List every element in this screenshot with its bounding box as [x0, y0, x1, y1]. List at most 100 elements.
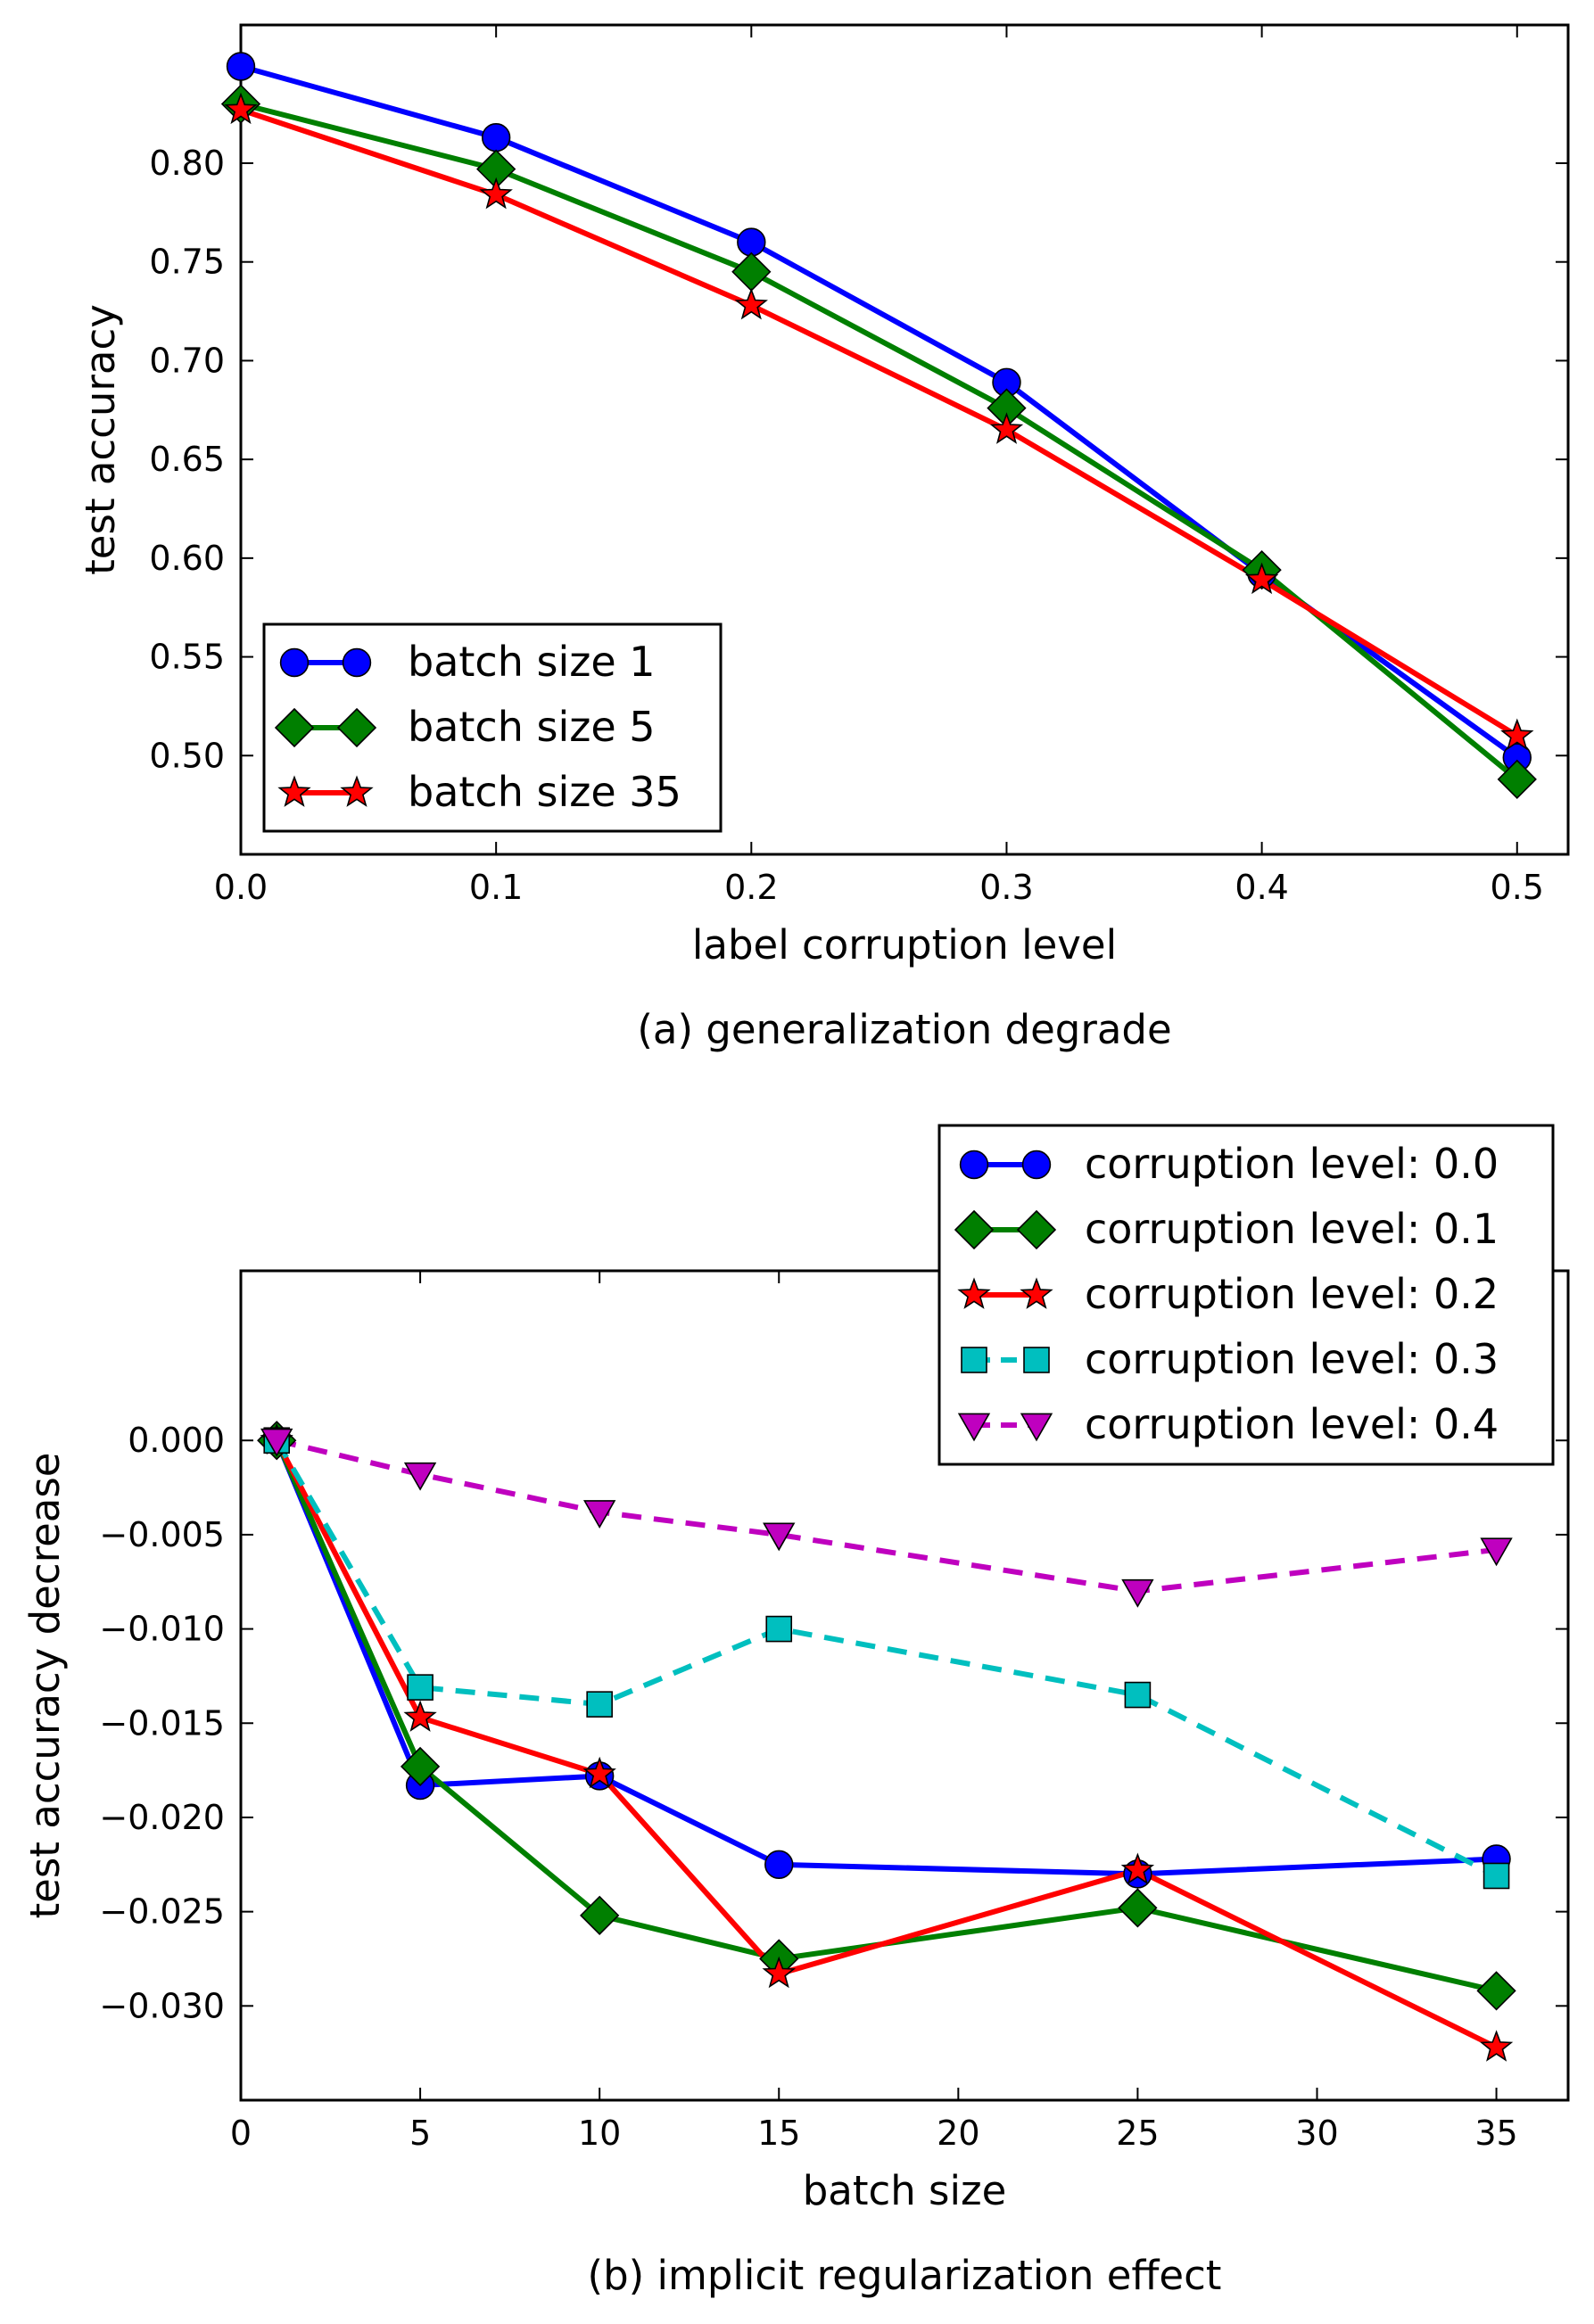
diamond-marker	[274, 707, 315, 748]
circle-marker	[226, 52, 256, 81]
square-marker	[407, 1674, 434, 1701]
y-tick-label: 0.50	[149, 736, 225, 775]
circle-marker	[764, 1850, 794, 1879]
diamond-marker	[336, 707, 377, 748]
y-tick-label: 0.60	[149, 539, 225, 578]
y-tick-label: 0.000	[128, 1421, 225, 1460]
diamond-marker	[580, 1895, 620, 1935]
legend-label: corruption level: 0.3	[1085, 1335, 1499, 1383]
square-marker	[1023, 1347, 1050, 1373]
x-tick-label: 15	[757, 2114, 800, 2153]
legend: corruption level: 0.0 corruption level: 0…	[937, 1124, 1555, 1466]
series-line	[274, 1438, 1498, 2050]
y-tick-label: 0.70	[149, 341, 225, 380]
star-marker	[277, 775, 311, 807]
series-lines	[274, 1438, 1498, 2050]
diamond-marker	[1016, 1209, 1057, 1250]
x-tick-label: 0.3	[979, 868, 1033, 907]
star-marker	[957, 1277, 991, 1309]
x-tick-label: 35	[1474, 2114, 1517, 2153]
y-axis-label: test accuracy decrease	[21, 1453, 69, 1919]
legend-label: batch size 5	[408, 703, 656, 751]
y-tick-label: −0.025	[99, 1892, 225, 1932]
x-axis-label: label corruption level	[692, 921, 1117, 968]
series-markers	[257, 1421, 1516, 2062]
square-marker	[961, 1347, 987, 1373]
y-tick-label: −0.020	[99, 1798, 225, 1837]
triangle-down-marker	[260, 1428, 293, 1457]
y-tick-label: −0.030	[99, 1986, 225, 2025]
plot-frame	[239, 1269, 1570, 2102]
triangle-down-marker	[1121, 1578, 1154, 1608]
circle-marker	[1021, 1150, 1052, 1180]
series-line	[240, 107, 1519, 738]
star-marker	[582, 1756, 616, 1789]
legend: batch size 1 batch size 5 batch size 35	[262, 622, 723, 833]
triangle-down-marker	[1020, 1413, 1053, 1442]
square-marker	[1124, 1681, 1152, 1709]
star-marker	[1479, 2030, 1514, 2062]
star-marker	[734, 287, 768, 320]
legend-label: batch size 1	[408, 638, 656, 686]
circle-marker	[342, 647, 372, 678]
x-tick-label: 25	[1116, 2114, 1159, 2153]
star-marker	[403, 1700, 437, 1732]
square-marker	[1483, 1862, 1510, 1890]
legend-label: batch size 35	[408, 768, 681, 816]
chart-generalization-degrade: 0.0 0.1 0.2 0.3 0.4 0.5 0.50 0.55 0.60 0.65 0.70 0.…	[77, 23, 1570, 1053]
y-tick-label: −0.015	[99, 1703, 225, 1743]
y-tick-label: 0.55	[149, 638, 225, 677]
x-tick-label: 10	[578, 2114, 621, 2153]
series-lines	[240, 63, 1519, 782]
triangle-down-marker	[403, 1462, 437, 1491]
x-tick-label: 0.1	[469, 868, 523, 907]
triangle-down-marker	[763, 1522, 796, 1552]
plot-frame	[239, 23, 1570, 856]
axis-ticks: 0 5 10 15 20 25 30 35 0.000 −0.005 −0.010 −0.015 −0.…	[99, 1271, 1568, 2153]
y-tick-label: −0.010	[99, 1610, 225, 1649]
star-marker	[1244, 562, 1279, 595]
star-marker	[989, 412, 1024, 444]
y-tick-label: 0.80	[149, 144, 225, 183]
axis-ticks: 0.0 0.1 0.2 0.3 0.4 0.5 0.50 0.55 0.60 0.65 0.70 0.…	[149, 25, 1568, 907]
star-marker	[1500, 718, 1534, 751]
diamond-marker	[731, 251, 772, 292]
series-line	[274, 1438, 1498, 1994]
star-marker	[224, 92, 258, 125]
square-marker	[765, 1615, 793, 1643]
circle-marker	[279, 647, 310, 678]
diamond-marker	[1476, 1971, 1516, 2011]
star-marker	[340, 775, 374, 807]
circle-marker	[737, 227, 766, 257]
x-tick-label: 5	[409, 2114, 431, 2153]
x-axis-label: batch size	[803, 2167, 1007, 2214]
circle-marker	[481, 123, 511, 152]
chart-caption: (a) generalization degrade	[637, 1006, 1171, 1053]
diamond-marker	[1497, 759, 1537, 799]
triangle-down-marker	[957, 1413, 991, 1442]
y-tick-label: −0.005	[99, 1515, 225, 1554]
diamond-marker	[1118, 1888, 1158, 1928]
series-line	[274, 1438, 1498, 1879]
star-marker	[1120, 1852, 1155, 1885]
x-tick-label: 0	[230, 2114, 252, 2153]
y-tick-label: 0.75	[149, 243, 225, 282]
y-axis-label: test accuracy	[77, 304, 124, 575]
chart-implicit-regularization: 0 5 10 15 20 25 30 35 0.000 −0.005 −0.010 −0.015 −0.…	[21, 1124, 1570, 2299]
x-tick-label: 0.5	[1491, 868, 1544, 907]
y-tick-label: 0.65	[149, 440, 225, 479]
series-line	[276, 1438, 1497, 1595]
x-tick-label: 0.0	[214, 868, 268, 907]
x-tick-label: 30	[1295, 2114, 1338, 2153]
series-markers	[220, 52, 1537, 799]
triangle-down-marker	[1480, 1537, 1513, 1567]
square-marker	[586, 1691, 613, 1718]
chart-caption: (b) implicit regularization effect	[588, 2252, 1222, 2299]
legend-label: corruption level: 0.0	[1085, 1140, 1499, 1188]
star-marker	[762, 1956, 796, 1989]
x-tick-label: 0.4	[1235, 868, 1288, 907]
x-tick-label: 20	[937, 2114, 979, 2153]
star-marker	[1020, 1277, 1053, 1309]
triangle-down-marker	[582, 1500, 616, 1529]
